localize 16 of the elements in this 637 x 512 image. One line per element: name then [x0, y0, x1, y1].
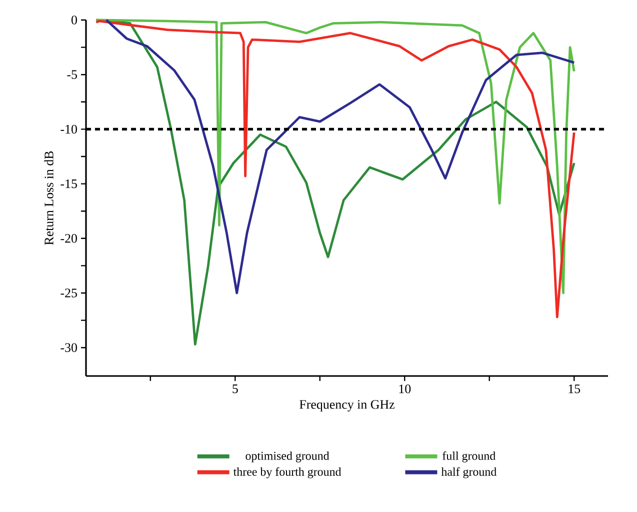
y-tick-label: -25	[60, 288, 77, 298]
y-tick-label: -20	[60, 234, 77, 243]
y-tick-label: 0	[72, 16, 77, 24]
x-tick-label: 10	[399, 384, 411, 394]
legend-label: three by fourth ground	[233, 467, 342, 478]
legend-label: full ground	[442, 451, 496, 462]
y-tick-label: -30	[60, 343, 77, 352]
y-axis-title: Return Loss in dB	[44, 151, 54, 245]
x-tick-label: 5	[232, 384, 238, 394]
x-axis-title: Frequency in GHz	[300, 400, 394, 412]
legend-label: half ground	[441, 467, 496, 478]
y-tick-label: -5	[67, 70, 77, 79]
y-tick-label: -15	[60, 179, 77, 188]
y-tick-label: -10	[60, 124, 77, 134]
legend-label: optimised ground	[246, 451, 330, 462]
x-tick-label: 15	[568, 384, 580, 394]
